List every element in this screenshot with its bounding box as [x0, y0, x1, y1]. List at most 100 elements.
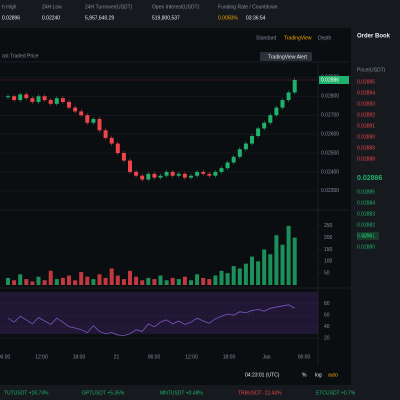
ask-price: 0.02892: [357, 112, 375, 118]
candle: [54, 98, 59, 104]
ask-price: 0.02891: [357, 123, 375, 129]
volume-bar: [36, 276, 41, 285]
candle: [30, 98, 35, 102]
candle: [115, 143, 120, 154]
x-tick-label: 18:00: [223, 354, 236, 360]
volume-bar: [274, 235, 279, 285]
volume-bar: [189, 280, 193, 285]
stat-value: 0.0050%: [218, 15, 238, 21]
volume-bar: [140, 280, 145, 285]
volume-bar: [280, 244, 285, 285]
volume-bar: [109, 268, 114, 285]
axis-option[interactable]: log: [315, 372, 322, 378]
volume-bar: [121, 279, 126, 285]
y-tick-label: 0.02400: [321, 169, 339, 175]
x-tick-label: 06:00: [0, 354, 10, 360]
volume-bar: [164, 280, 169, 285]
ask-price: 0.02894: [357, 90, 375, 96]
ticker-item[interactable]: GPTUSDT +5.35%: [82, 390, 125, 396]
candle: [134, 171, 139, 176]
candle: [219, 168, 224, 172]
volume-tick-label: 100: [324, 259, 333, 265]
order-book-title[interactable]: Order Book: [357, 34, 391, 40]
rsi-band: [0, 292, 318, 334]
y-tick-label: 0.02300: [321, 188, 339, 194]
candle: [128, 160, 132, 172]
axis-option[interactable]: auto: [328, 372, 338, 378]
stat-label: 24H Turnover(USDT): [85, 4, 133, 10]
candle: [201, 171, 206, 174]
volume-bar: [12, 280, 17, 285]
candle: [91, 118, 96, 123]
candle: [268, 115, 273, 123]
order-book-column: Price(USDT): [357, 67, 386, 73]
alert-label[interactable]: TradingView Alert: [268, 54, 308, 60]
candle: [213, 171, 218, 176]
volume-bar: [30, 281, 35, 285]
volume-tick-label: 250: [324, 223, 333, 229]
buy-ratio: 47%: [362, 233, 373, 239]
candle: [73, 107, 78, 112]
volume-bar: [134, 276, 139, 285]
volume-bar: [170, 277, 175, 285]
volume-bar: [146, 277, 151, 285]
mid-price: 0.02886: [357, 175, 382, 182]
view-tab[interactable]: Standard: [256, 35, 277, 41]
view-tab[interactable]: Depth: [318, 35, 332, 41]
ticker-item[interactable]: MNTUSDT +0.48%: [160, 390, 203, 396]
volume-bar: [262, 249, 267, 285]
rsi-tick-label: 60: [324, 313, 330, 319]
volume-bar: [128, 270, 132, 285]
candle: [231, 156, 236, 163]
stat-value: 0.02896: [2, 15, 20, 21]
candle: [18, 94, 23, 101]
ticker-item[interactable]: ETCUSDT +0.7%: [316, 390, 356, 396]
candle: [280, 100, 285, 108]
candle: [6, 96, 10, 98]
volume-bar: [73, 280, 78, 285]
axis-option[interactable]: %: [302, 372, 307, 378]
candle: [140, 175, 145, 180]
x-tick-label: Jan: [262, 354, 270, 360]
ticker-item[interactable]: TRBUSDT -12.43%: [238, 390, 282, 396]
candle: [158, 175, 163, 178]
price-type[interactable]: ast Traded Price: [2, 53, 39, 59]
stat-value: 5,957,640.29: [85, 15, 114, 21]
stat-extra: 03:36:54: [246, 15, 266, 21]
volume-bar: [91, 279, 96, 285]
stat-value: 519,800,537: [152, 15, 180, 21]
volume-bar: [158, 275, 163, 285]
candle: [97, 118, 102, 131]
volume-bar: [268, 254, 273, 285]
volume-bar: [219, 270, 224, 285]
y-tick-label: 0.02600: [321, 131, 339, 137]
volume-bar: [6, 277, 10, 285]
volume-bar: [67, 275, 71, 285]
alert-button[interactable]: [260, 52, 312, 61]
volume-bar: [201, 277, 206, 285]
candle: [42, 96, 47, 101]
candle: [12, 96, 17, 101]
volume-tick-label: 200: [324, 235, 333, 241]
stat-label: 24H Low: [42, 4, 62, 10]
volume-bar: [250, 256, 254, 285]
volume-bar: [18, 274, 23, 285]
view-tab[interactable]: TradingView: [284, 35, 312, 41]
stat-label: Funding Rate / Countdown: [218, 4, 278, 10]
x-tick-label: 12:00: [185, 354, 198, 360]
candle: [250, 136, 254, 144]
ask-price: 0.02889: [357, 145, 375, 151]
volume-bar: [97, 274, 102, 285]
stat-label: h High: [2, 4, 17, 10]
ticker-item[interactable]: TUTUSDT +26.74%: [4, 390, 49, 396]
rsi-line: [7, 304, 295, 336]
volume-bar: [256, 261, 261, 285]
candle: [170, 171, 175, 176]
x-tick-label: 06:00: [298, 354, 311, 360]
volume-bar: [231, 266, 236, 285]
rsi-tick-label: 40: [324, 324, 330, 330]
candle: [109, 137, 114, 144]
volume-tick-label: 50: [324, 270, 330, 276]
volume-bar: [182, 276, 187, 285]
